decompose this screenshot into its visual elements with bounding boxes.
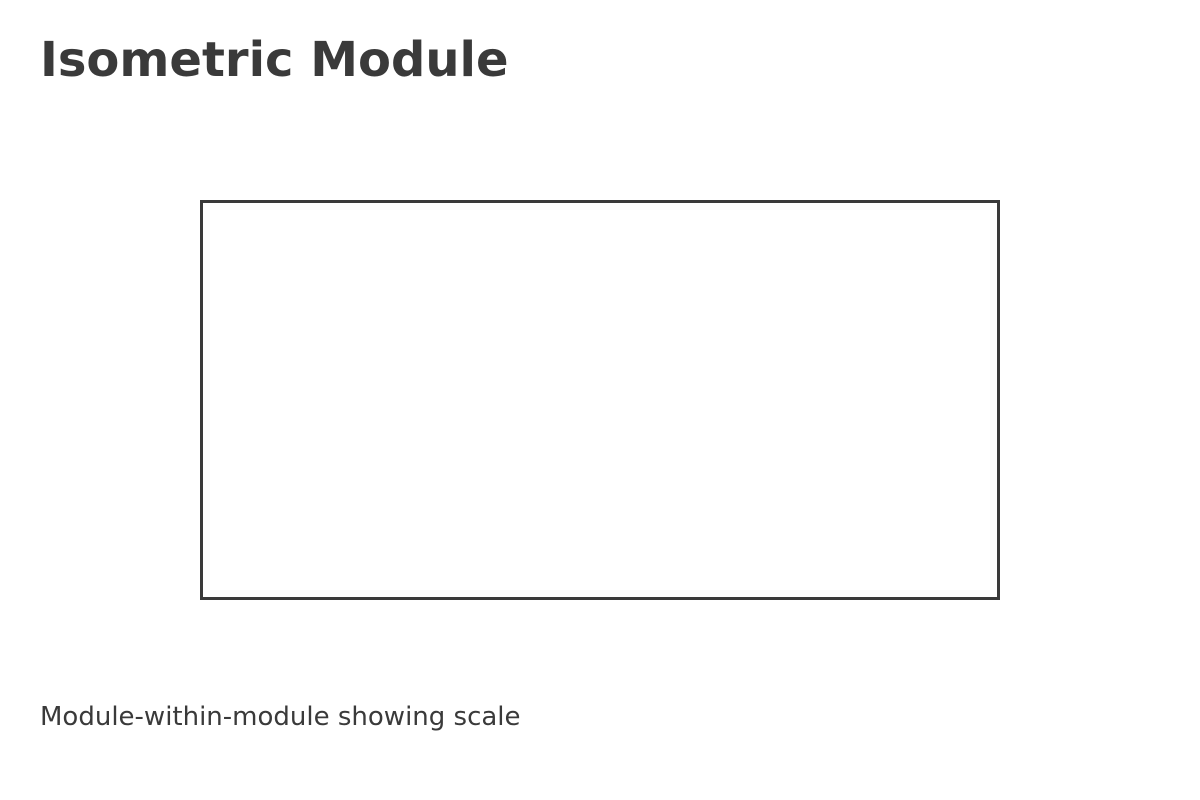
diagram-caption: Module-within-module showing scale	[40, 702, 521, 732]
page-title: Isometric Module	[40, 32, 509, 88]
module-outline	[200, 200, 1000, 600]
